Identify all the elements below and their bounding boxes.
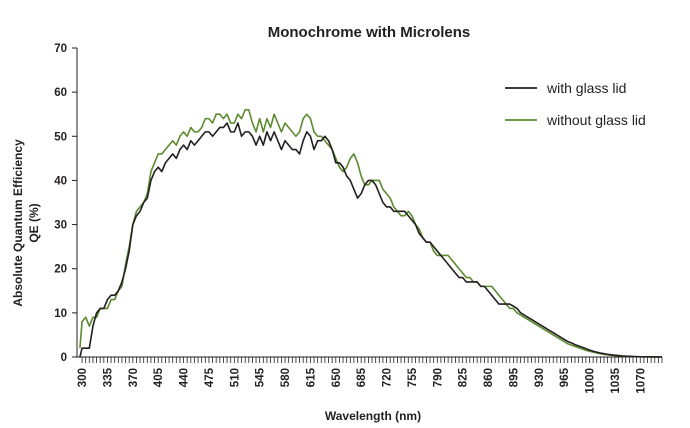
y-tick-label: 50 xyxy=(54,131,67,143)
x-tick-label: 685 xyxy=(356,367,368,387)
y-tick-label: 10 xyxy=(54,308,67,320)
x-tick-label: 650 xyxy=(331,368,343,387)
x-tick-label: 930 xyxy=(534,368,546,387)
y-tick-label: 60 xyxy=(54,87,67,99)
x-tick-label: 335 xyxy=(102,367,114,387)
x-tick-label: 475 xyxy=(204,367,216,387)
x-tick-label: 895 xyxy=(508,367,520,387)
x-tick-label: 440 xyxy=(179,368,191,387)
x-tick-label: 790 xyxy=(432,368,444,387)
chart-title: Monochrome with Microlens xyxy=(268,24,471,41)
x-tick-label: 755 xyxy=(407,367,419,387)
x-tick-label: 825 xyxy=(458,367,470,387)
x-tick-label: 370 xyxy=(128,368,140,387)
legend-label: without glass lid xyxy=(546,112,646,128)
x-tick-label: 510 xyxy=(229,368,241,387)
x-tick-label: 615 xyxy=(305,367,317,387)
legend: with glass lid without glass lid xyxy=(505,80,646,128)
y-tick-label: 70 xyxy=(54,43,67,55)
x-tick-label: 965 xyxy=(559,367,571,387)
y-axis-label: Absolute Quantum Efficiency QE (%) xyxy=(11,139,41,307)
series-line-0 xyxy=(79,122,663,358)
series-layer xyxy=(79,109,663,358)
x-tick-label: 405 xyxy=(153,367,165,387)
y-tick-label: 40 xyxy=(54,175,67,187)
y-axis-label-line2: QE (%) xyxy=(27,203,41,242)
y-tick-label: 20 xyxy=(54,264,67,276)
x-axis-label: Wavelength (nm) xyxy=(325,409,421,423)
x-tick-label: 1000 xyxy=(585,368,597,394)
x-ticks: 300 335 370 405 440 475 510 545 580 615 650 685 720 7… xyxy=(77,357,663,394)
x-tick-label: 580 xyxy=(280,368,292,387)
y-tick-label: 30 xyxy=(54,220,67,232)
y-ticks: 0 10 20 30 40 50 60 70 xyxy=(54,43,77,364)
x-tick-label: 1070 xyxy=(635,368,647,394)
x-tick-label: 545 xyxy=(255,367,267,387)
y-axis-label-line1: Absolute Quantum Efficiency xyxy=(11,139,25,307)
x-tick-label: 720 xyxy=(382,368,394,387)
y-tick-label: 0 xyxy=(61,352,67,364)
x-tick-label: 1035 xyxy=(610,367,622,393)
x-tick-label: 860 xyxy=(483,368,495,387)
legend-label: with glass lid xyxy=(546,80,626,96)
x-tick-label: 300 xyxy=(77,368,89,387)
series-line-1 xyxy=(79,109,663,358)
